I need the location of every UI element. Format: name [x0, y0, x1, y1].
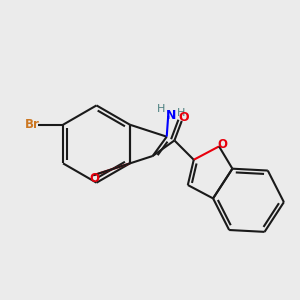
Text: O: O — [217, 137, 227, 151]
Text: O: O — [178, 111, 188, 124]
Text: Br: Br — [25, 118, 40, 131]
Text: N: N — [165, 110, 176, 122]
Text: O: O — [90, 172, 100, 185]
Text: H: H — [176, 108, 185, 118]
Text: H: H — [157, 104, 165, 114]
